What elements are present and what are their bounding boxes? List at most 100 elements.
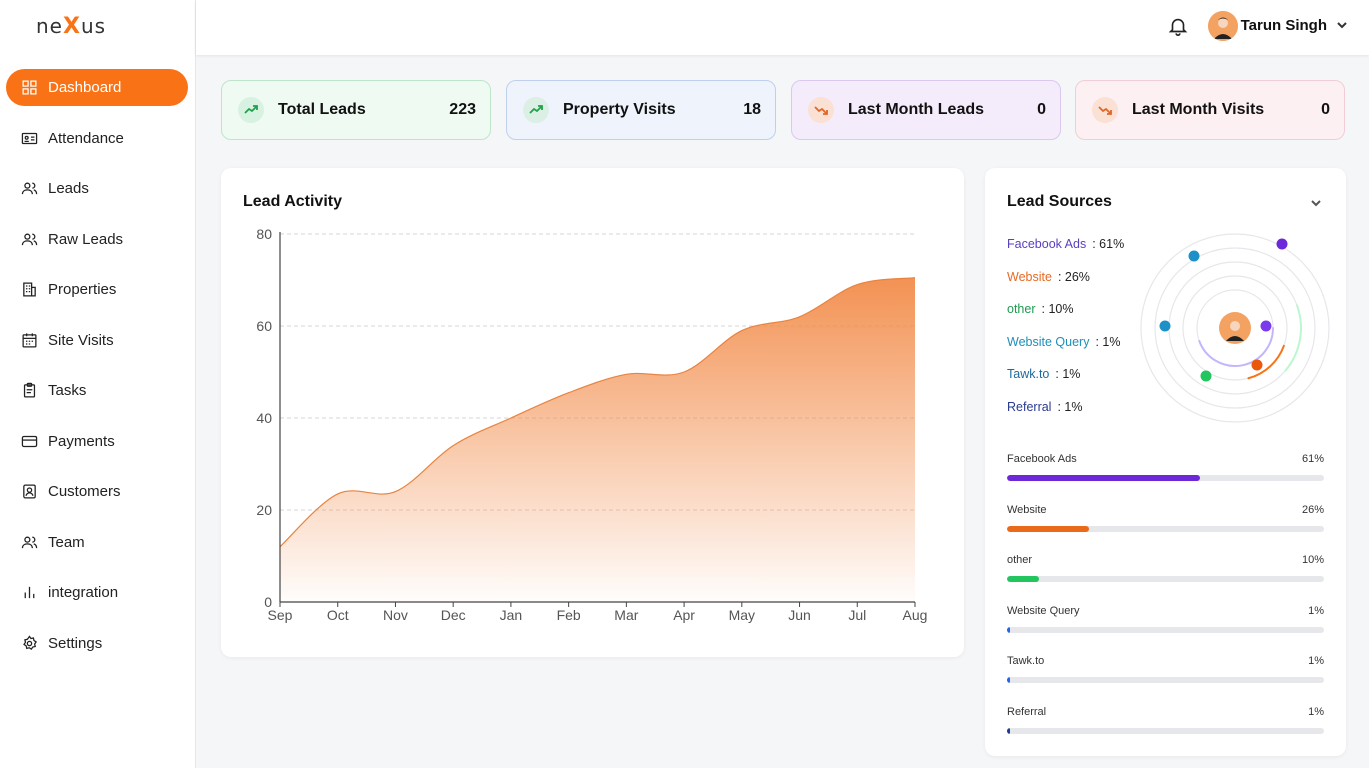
- stat-card-last-month-visits[interactable]: Last Month Visits 0: [1075, 80, 1345, 140]
- sidebar-item-team[interactable]: Team: [6, 524, 188, 561]
- legend-item-colon: :: [1041, 302, 1049, 316]
- chevron-down-icon[interactable]: [1310, 196, 1324, 210]
- legend-item: Referral: 1%: [1007, 400, 1157, 433]
- sidebar-item-attendance[interactable]: Attendance: [6, 120, 188, 157]
- orbit-dot: [1251, 359, 1263, 371]
- legend-item: Tawk.to: 1%: [1007, 367, 1157, 400]
- sidebar-item-dashboard[interactable]: Dashboard: [6, 69, 188, 106]
- lead-activity-card: Lead Activity 0 20 40 60 80 Sep Oct Nov Dec Jan Fe…: [221, 168, 964, 657]
- sidebar-item-properties[interactable]: Properties: [6, 271, 188, 308]
- sidebar-item-label: Leads: [48, 180, 89, 197]
- orbit-center-body: [1226, 336, 1244, 341]
- calendar-icon: [20, 331, 38, 349]
- source-bar-label: Tawk.to: [1007, 655, 1045, 667]
- source-bar-fill: [1007, 525, 1090, 532]
- sidebar-item-label: Tasks: [48, 382, 87, 399]
- source-bar-row: Referral 1%: [1007, 706, 1324, 757]
- chevron-down-icon[interactable]: [1335, 18, 1349, 32]
- grid-icon: [20, 79, 38, 97]
- x-tick-label: Dec: [441, 607, 466, 623]
- sidebar-item-payments[interactable]: Payments: [6, 423, 188, 460]
- orbit-dot: [1276, 238, 1288, 250]
- y-tick-label: 0: [264, 594, 272, 610]
- legend-item-pct: 1%: [1062, 367, 1081, 381]
- trend-down-icon: [1092, 97, 1118, 123]
- source-bar-track: [1007, 677, 1324, 683]
- y-tick-label: 40: [256, 410, 272, 426]
- legend-item-name: other: [1007, 302, 1036, 316]
- legend-item: Website: 26%: [1007, 270, 1157, 303]
- credit-card-icon: [20, 432, 38, 450]
- source-bar-fill: [1007, 677, 1011, 683]
- legend-item-colon: :: [1095, 334, 1103, 349]
- legend-item-colon: :: [1055, 367, 1063, 381]
- legend-item-name: Website Query: [1007, 334, 1090, 349]
- y-tick-label: 80: [256, 226, 272, 242]
- logo-text-post: us: [80, 14, 107, 38]
- id-card-icon: [20, 129, 38, 147]
- bar-chart-icon: [20, 584, 38, 602]
- stat-label: Last Month Leads: [848, 101, 985, 118]
- sidebar-item-label: Payments: [48, 432, 115, 450]
- sidebar-item-leads[interactable]: Leads: [6, 170, 188, 207]
- legend-item-pct: 10%: [1048, 302, 1074, 316]
- nexus-logo[interactable]: neXus: [36, 14, 106, 39]
- sidebar-item-label: Site Visits: [48, 331, 114, 349]
- bell-icon[interactable]: [1167, 15, 1189, 37]
- x-tick-label: Jun: [788, 607, 811, 623]
- sidebar-item-raw-leads[interactable]: Raw Leads: [6, 221, 188, 258]
- sidebar-item-label: Raw Leads: [48, 230, 124, 248]
- stat-label: Last Month Visits: [1132, 101, 1265, 118]
- orbit-arc: [1284, 304, 1302, 372]
- x-tick-label: Nov: [383, 607, 408, 623]
- sidebar-item-site-visits[interactable]: Site Visits: [6, 322, 188, 359]
- source-bar-track: [1007, 475, 1324, 481]
- sidebar-nav: Dashboard Attendance Leads Raw Leads Propert…: [0, 69, 196, 675]
- x-tick-label: Oct: [327, 607, 349, 623]
- source-bar-label: Referral: [1007, 705, 1047, 718]
- orbit-arc: [1198, 327, 1274, 367]
- legend-item-name: Referral: [1007, 399, 1052, 414]
- logo-text-pre: ne: [36, 14, 63, 38]
- source-bar-pct: 61%: [1301, 453, 1324, 465]
- orbit-dot: [1188, 250, 1200, 262]
- stat-label: Property Visits: [563, 101, 676, 118]
- source-bar-fill: [1007, 475, 1201, 481]
- gear-icon: [20, 634, 38, 652]
- legend-item-name: Website: [1007, 269, 1052, 284]
- sidebar-item-integration[interactable]: integration: [6, 574, 188, 611]
- user-name[interactable]: Tarun Singh: [1240, 17, 1327, 34]
- sidebar-item-customers[interactable]: Customers: [6, 473, 188, 510]
- source-bar-pct: 1%: [1308, 604, 1324, 617]
- source-bar-label: Website Query: [1007, 604, 1080, 617]
- lead-sources-title: Lead Sources: [1007, 193, 1112, 210]
- lead-activity-title: Lead Activity: [243, 193, 342, 210]
- orbit-arc: [1247, 344, 1285, 380]
- trend-up-icon: [238, 97, 264, 123]
- sidebar-item-settings[interactable]: Settings: [6, 625, 188, 662]
- trend-down-icon: [808, 97, 834, 123]
- source-bar-track: [1007, 525, 1324, 532]
- source-bar-label: other: [1007, 554, 1033, 566]
- sidebar-item-tasks[interactable]: Tasks: [6, 372, 188, 409]
- stat-card-property-visits[interactable]: Property Visits 18: [506, 80, 776, 140]
- area-line: [279, 277, 916, 548]
- lead-activity-chart: 0 20 40 60 80 Sep Oct Nov Dec Jan Feb Mar Apr May Jun J…: [256, 226, 927, 623]
- building-icon: [20, 281, 38, 299]
- source-bar-pct: 10%: [1301, 554, 1324, 566]
- source-bar-label: Facebook Ads: [1007, 453, 1077, 465]
- legend-item-pct: 1%: [1102, 334, 1121, 349]
- sidebar-item-label: Attendance: [48, 129, 124, 147]
- avatar[interactable]: [1208, 11, 1238, 41]
- contact-icon: [20, 483, 38, 501]
- legend-item-pct: 1%: [1064, 399, 1083, 414]
- stat-card-total-leads[interactable]: Total Leads 223: [221, 80, 491, 140]
- x-tick-label: Jan: [500, 607, 523, 623]
- stat-card-last-month-leads[interactable]: Last Month Leads 0: [791, 80, 1061, 140]
- source-bar-track: [1007, 626, 1324, 633]
- legend-item-pct: 61%: [1099, 237, 1125, 251]
- x-tick-label: Apr: [673, 607, 695, 623]
- stat-value: 0: [1037, 101, 1046, 118]
- trend-up-icon: [523, 97, 549, 123]
- legend-item-name: Tawk.to: [1007, 367, 1050, 381]
